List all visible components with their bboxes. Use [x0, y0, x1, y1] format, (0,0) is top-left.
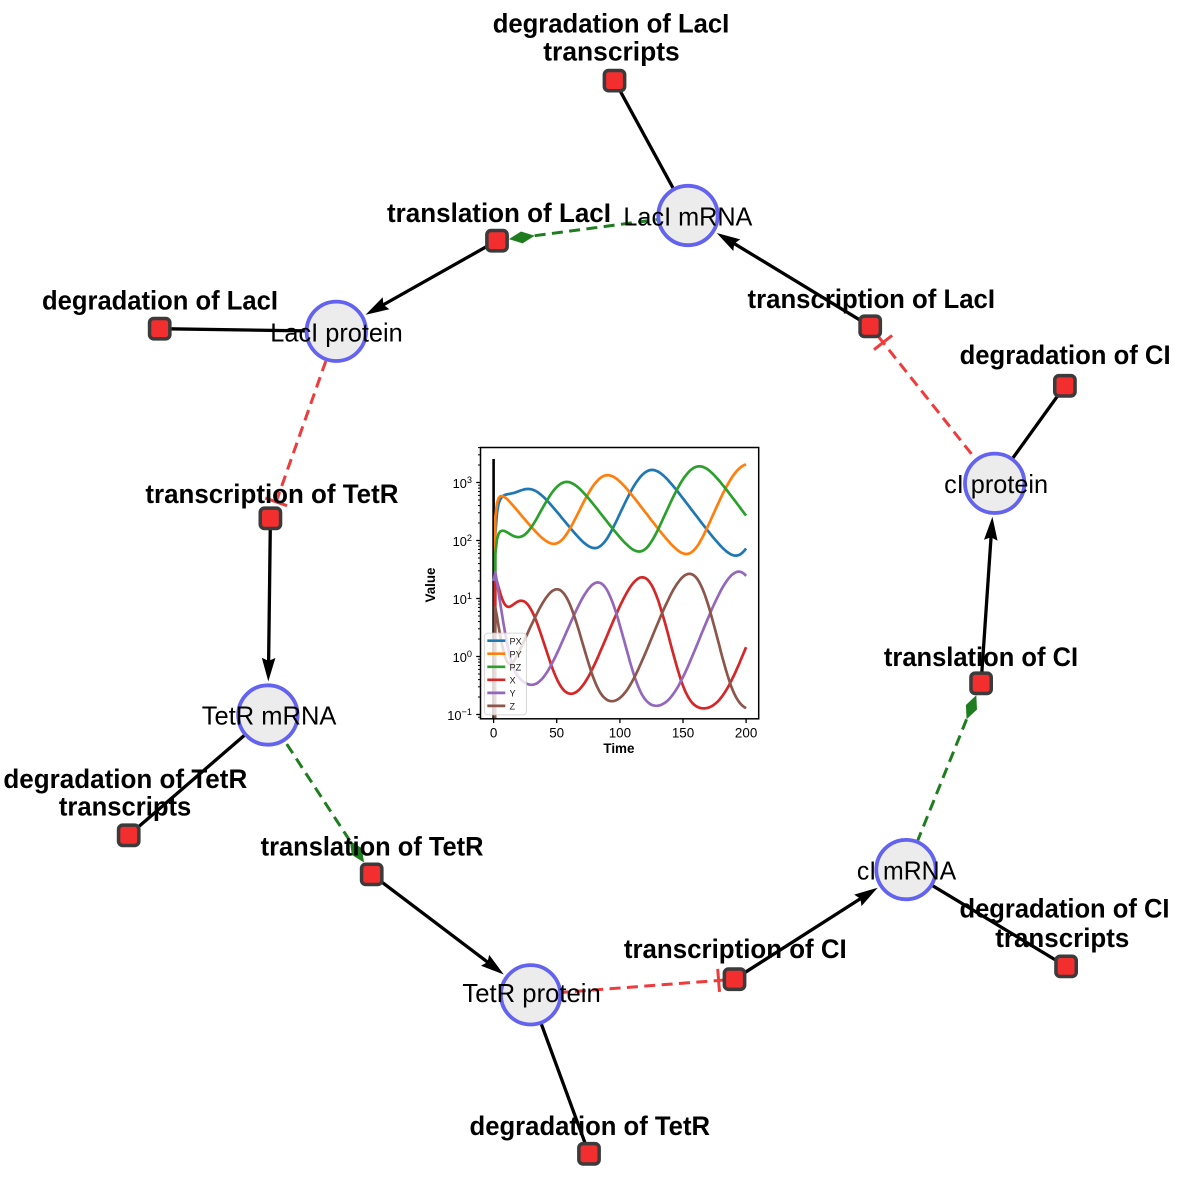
svg-text:200: 200	[735, 726, 757, 741]
svg-text:transcription of TetR: transcription of TetR	[145, 479, 398, 509]
svg-text:degradation of TetR: degradation of TetR	[3, 764, 247, 794]
svg-text:translation of CI: translation of CI	[884, 642, 1078, 672]
svg-text:translation of LacI: translation of LacI	[387, 198, 611, 228]
svg-text:PX: PX	[510, 636, 522, 646]
svg-text:PY: PY	[510, 649, 522, 659]
svg-text:150: 150	[672, 726, 694, 741]
svg-text:PZ: PZ	[510, 662, 522, 672]
svg-text:Y: Y	[510, 689, 516, 699]
svg-text:transcription of LacI: transcription of LacI	[748, 284, 996, 314]
svg-text:transcripts: transcripts	[59, 792, 191, 822]
svg-text:cI mRNA: cI mRNA	[857, 855, 957, 885]
svg-text:50: 50	[549, 726, 564, 741]
svg-text:transcription of CI: transcription of CI	[624, 934, 847, 964]
svg-text:Time: Time	[603, 741, 634, 756]
svg-text:transcripts: transcripts	[995, 923, 1129, 953]
svg-text:translation of TetR: translation of TetR	[261, 832, 484, 862]
svg-text:degradation of LacI: degradation of LacI	[42, 285, 278, 315]
svg-text:0: 0	[490, 726, 497, 741]
svg-text:LacI mRNA: LacI mRNA	[623, 202, 753, 232]
svg-text:Value: Value	[423, 568, 438, 603]
svg-text:degradation of CI: degradation of CI	[960, 894, 1170, 924]
svg-text:transcripts: transcripts	[543, 37, 680, 67]
svg-text:LacI protein: LacI protein	[270, 317, 402, 347]
svg-text:cI protein: cI protein	[944, 469, 1048, 499]
svg-text:Z: Z	[510, 702, 516, 712]
svg-text:degradation of LacI: degradation of LacI	[493, 8, 730, 38]
svg-text:degradation of TetR: degradation of TetR	[470, 1111, 711, 1141]
svg-text:TetR protein: TetR protein	[462, 978, 600, 1008]
svg-text:100: 100	[609, 726, 631, 741]
svg-text:TetR mRNA: TetR mRNA	[202, 700, 337, 730]
svg-text:X: X	[510, 675, 516, 685]
svg-text:degradation of CI: degradation of CI	[960, 340, 1171, 370]
